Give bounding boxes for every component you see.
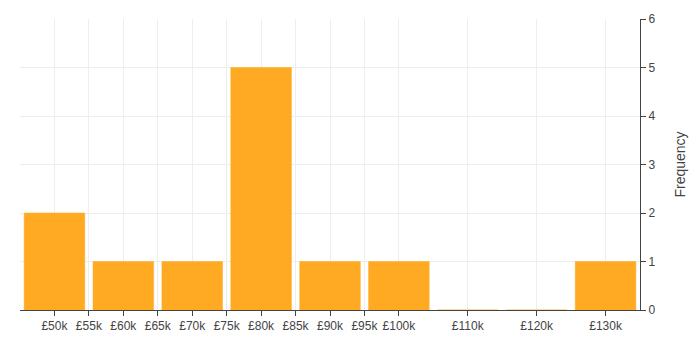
svg-text:3: 3 <box>648 158 655 172</box>
svg-text:Frequency: Frequency <box>672 131 688 197</box>
svg-text:£65k: £65k <box>145 319 172 333</box>
svg-text:£75k: £75k <box>214 319 241 333</box>
svg-text:£60k: £60k <box>110 319 137 333</box>
svg-text:£100k: £100k <box>383 319 417 333</box>
svg-text:5: 5 <box>648 61 655 75</box>
svg-text:£95k: £95k <box>351 319 378 333</box>
svg-text:6: 6 <box>648 12 655 26</box>
svg-text:4: 4 <box>648 109 655 123</box>
svg-text:£120k: £120k <box>520 319 554 333</box>
svg-text:£55k: £55k <box>76 319 103 333</box>
svg-text:£85k: £85k <box>283 319 310 333</box>
svg-text:1: 1 <box>648 255 655 269</box>
svg-text:£130k: £130k <box>589 319 623 333</box>
svg-text:£80k: £80k <box>248 319 275 333</box>
svg-text:2: 2 <box>648 206 655 220</box>
svg-text:£70k: £70k <box>179 319 206 333</box>
svg-text:£110k: £110k <box>452 319 485 333</box>
svg-text:0: 0 <box>648 303 655 317</box>
svg-text:£90k: £90k <box>317 319 344 333</box>
svg-text:£50k: £50k <box>41 319 68 333</box>
